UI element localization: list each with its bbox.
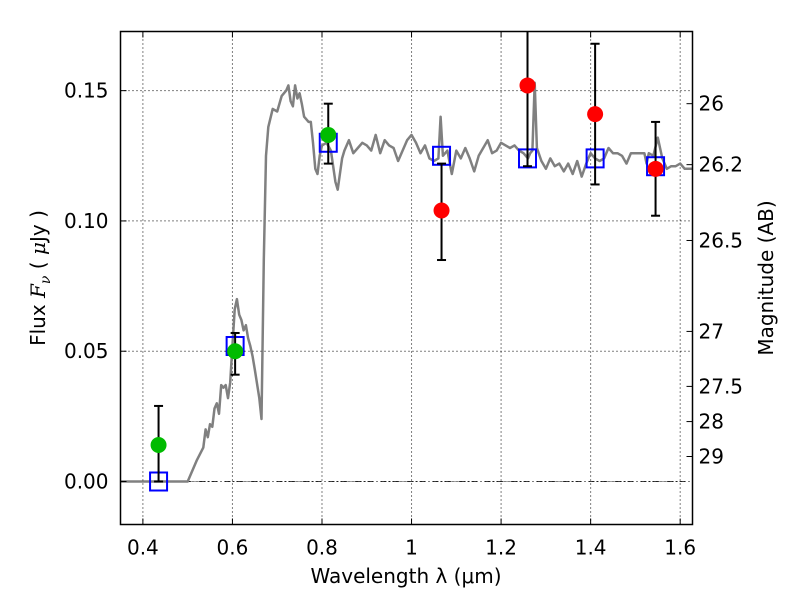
right-tick-label: 27.5 (699, 374, 744, 398)
right-tick-label: 27 (699, 319, 724, 343)
y-label-nu-sub: ν (38, 275, 54, 284)
y-label-jy: Jy ) (26, 210, 50, 244)
right-tick-label: 29 (699, 444, 724, 468)
x-tick-label: 1 (405, 536, 418, 560)
plot-content (120, 31, 693, 492)
y-label-fnu: F (26, 283, 50, 299)
x-tick-label: 0.6 (217, 536, 249, 560)
grid (120, 31, 693, 525)
right-tick-label: 26.5 (699, 228, 744, 252)
observed-point (150, 437, 167, 454)
right-tick-label: 28 (699, 410, 724, 434)
right-tick-label: 26.2 (699, 153, 744, 177)
y-label-unit: ( (26, 255, 50, 276)
x-tick-label: 0.8 (306, 536, 338, 560)
ticks (120, 31, 693, 525)
y-label-mu: μ (26, 242, 50, 255)
svg-text:Flux Fν ( μJy ): Flux Fν ( μJy ) (26, 210, 54, 346)
y-tick-label: 0.15 (64, 79, 109, 103)
y-tick-label: 0.10 (64, 209, 109, 233)
x-axis-label: Wavelength λ (μm) (310, 564, 501, 588)
y-axis-label: Flux Fν ( μJy ) (26, 210, 54, 346)
y-tick-labels: 0.00 0.05 0.10 0.15 (64, 79, 109, 494)
observed-point (320, 126, 337, 143)
observed-point (433, 202, 450, 219)
spectrum-line (120, 81, 693, 483)
observed-point (647, 160, 664, 177)
x-tick-labels: 0.4 0.6 0.8 1 1.2 1.4 1.6 (127, 536, 696, 560)
y-tick-label: 0.00 (64, 470, 109, 494)
right-tick-labels: 26 26.2 26.5 27 27.5 28 29 (699, 92, 744, 469)
observed-point (519, 77, 536, 94)
observed-point (227, 343, 244, 360)
plot-frame (119, 30, 694, 526)
right-tick-label: 26 (699, 92, 724, 116)
y-label-flux: Flux (26, 298, 50, 346)
x-tick-label: 1.2 (485, 536, 517, 560)
x-tick-label: 1.4 (575, 536, 607, 560)
observed-point (587, 106, 604, 123)
x-tick-label: 0.4 (127, 536, 159, 560)
right-axis-label: Magnitude (AB) (754, 200, 778, 355)
x-tick-label: 1.6 (664, 536, 696, 560)
plot-area (120, 31, 693, 492)
y-tick-label: 0.05 (64, 339, 109, 363)
